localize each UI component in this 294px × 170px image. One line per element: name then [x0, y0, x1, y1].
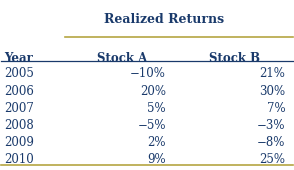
Text: Stock A: Stock A [97, 52, 147, 65]
Text: 2005: 2005 [4, 67, 34, 80]
Text: −8%: −8% [257, 136, 285, 149]
Text: 2008: 2008 [4, 119, 34, 132]
Text: Realized Returns: Realized Returns [104, 13, 225, 26]
Text: Stock B: Stock B [209, 52, 260, 65]
Text: 2009: 2009 [4, 136, 34, 149]
Text: −3%: −3% [257, 119, 285, 132]
Text: 9%: 9% [147, 153, 166, 166]
Text: 2007: 2007 [4, 102, 34, 115]
Text: 5%: 5% [147, 102, 166, 115]
Text: 30%: 30% [259, 84, 285, 98]
Text: Year: Year [4, 52, 33, 65]
Text: 25%: 25% [259, 153, 285, 166]
Text: 2%: 2% [147, 136, 166, 149]
Text: −10%: −10% [130, 67, 166, 80]
Text: 2010: 2010 [4, 153, 34, 166]
Text: 21%: 21% [260, 67, 285, 80]
Text: 7%: 7% [267, 102, 285, 115]
Text: 2006: 2006 [4, 84, 34, 98]
Text: −5%: −5% [137, 119, 166, 132]
Text: 20%: 20% [140, 84, 166, 98]
